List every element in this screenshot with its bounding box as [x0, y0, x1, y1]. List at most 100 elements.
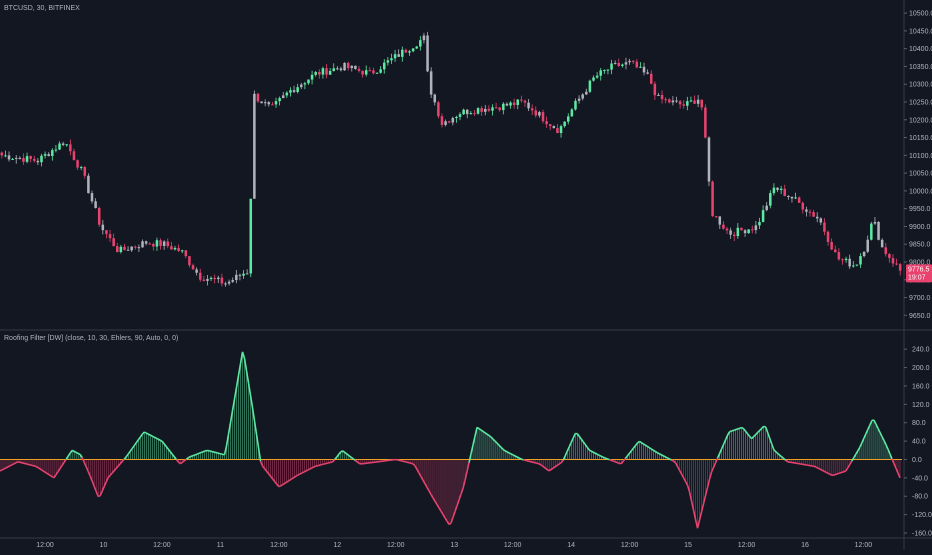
indicator-line-segment — [417, 469, 419, 473]
indicator-line-segment — [421, 476, 423, 480]
indicator-line-segment — [104, 482, 106, 487]
current-time-label: 19:07 — [908, 274, 926, 281]
indicator-line-segment — [235, 387, 237, 399]
indicator-line-segment — [2, 469, 4, 470]
indicator-line-segment — [643, 444, 645, 445]
indicator-line-segment — [451, 517, 453, 523]
indicator-line-segment — [202, 451, 204, 452]
candle-body — [430, 71, 433, 94]
indicator-line-segment — [569, 442, 571, 446]
indicator-line-segment — [198, 453, 200, 454]
candle-body — [502, 104, 505, 110]
indicator-line-segment — [850, 461, 852, 464]
indicator-line-segment — [168, 449, 170, 452]
indicator-line-segment — [403, 461, 405, 462]
candle-body — [167, 241, 170, 246]
indicator-line-segment — [443, 514, 445, 517]
time-tick-label: 11 — [217, 542, 224, 549]
indicator-line-segment — [339, 452, 341, 455]
indicator-line-segment — [537, 463, 539, 464]
candle-body — [275, 101, 278, 104]
indicator-line-segment — [307, 470, 309, 471]
indicator-line-segment — [409, 463, 411, 464]
indicator-line-segment — [613, 461, 615, 462]
candle-body — [361, 71, 364, 75]
indicator-line-segment — [549, 469, 551, 470]
indicator-line-segment — [88, 471, 90, 476]
indicator-line-segment — [26, 464, 28, 465]
indicator-line-segment — [102, 487, 104, 492]
candle-body — [217, 278, 220, 279]
candle-body — [841, 259, 844, 260]
indicator-line-segment — [854, 454, 856, 457]
candle-body — [11, 159, 14, 160]
indicator-line-segment — [840, 472, 842, 473]
candle-body — [434, 95, 437, 103]
candle-body — [15, 158, 18, 159]
candle-body — [639, 67, 642, 68]
candle-body — [856, 265, 859, 266]
indicator-line-segment — [204, 450, 206, 451]
indicator-line-segment — [30, 465, 32, 466]
indicator-line-segment — [722, 444, 724, 449]
candle-body — [185, 250, 188, 256]
candle-body — [87, 176, 90, 193]
candle-body — [405, 50, 408, 53]
candle-body — [567, 116, 570, 121]
indicator-line-segment — [134, 443, 136, 446]
candle-body — [874, 222, 877, 224]
indicator-line-segment — [477, 427, 479, 428]
candle-body — [498, 107, 501, 110]
candle-body — [787, 196, 790, 197]
indicator-line-segment — [319, 465, 321, 466]
candle-body — [646, 72, 649, 73]
candle-body — [228, 282, 231, 284]
candle-body — [91, 193, 94, 201]
candle-body — [545, 121, 548, 124]
candle-body — [885, 247, 888, 254]
indicator-tick-label: -160.0 — [912, 531, 932, 538]
candle-body — [37, 161, 40, 162]
indicator-tick-label: 160.0 — [912, 383, 930, 390]
indicator-line-segment — [651, 449, 653, 450]
candle-body — [19, 158, 22, 159]
indicator-line-segment — [309, 469, 311, 470]
indicator-line-segment — [70, 450, 72, 453]
indicator-line-segment — [858, 447, 860, 451]
indicator-line-segment — [720, 449, 722, 454]
candle-body — [686, 101, 689, 106]
indicator-line-segment — [585, 445, 587, 448]
indicator-line-segment — [609, 460, 611, 461]
indicator-line-segment — [557, 464, 559, 465]
candle-body — [282, 95, 285, 98]
indicator-line-segment — [555, 465, 557, 466]
indicator-line-segment — [868, 425, 870, 429]
candle-body — [8, 155, 11, 159]
indicator-line-segment — [455, 506, 457, 512]
candle-body — [441, 116, 444, 125]
candle-body — [397, 54, 400, 57]
candle-body — [809, 212, 812, 213]
indicator-line-segment — [299, 474, 301, 475]
candle-body — [480, 108, 483, 112]
indicator-line-segment — [545, 468, 547, 470]
candle-body — [26, 156, 29, 162]
indicator-line-segment — [186, 458, 188, 460]
indicator-line-segment — [140, 434, 142, 437]
indicator-line-segment — [277, 484, 279, 487]
candle-body — [628, 61, 631, 62]
indicator-line-segment — [698, 520, 700, 528]
time-tick-label: 12:00 — [621, 542, 639, 549]
indicator-line-segment — [601, 456, 603, 457]
price-tick-label: 10500.0 — [909, 11, 932, 18]
candle-body — [643, 67, 646, 73]
indicator-line-segment — [50, 475, 52, 476]
indicator-line-segment — [682, 474, 684, 478]
candle-body — [289, 90, 292, 93]
indicator-line-segment — [786, 460, 788, 462]
indicator-line-segment — [130, 448, 132, 451]
indicator-line-segment — [752, 437, 754, 439]
candle-body — [892, 258, 895, 263]
indicator-line-segment — [32, 465, 34, 466]
indicator-line-segment — [180, 462, 182, 464]
